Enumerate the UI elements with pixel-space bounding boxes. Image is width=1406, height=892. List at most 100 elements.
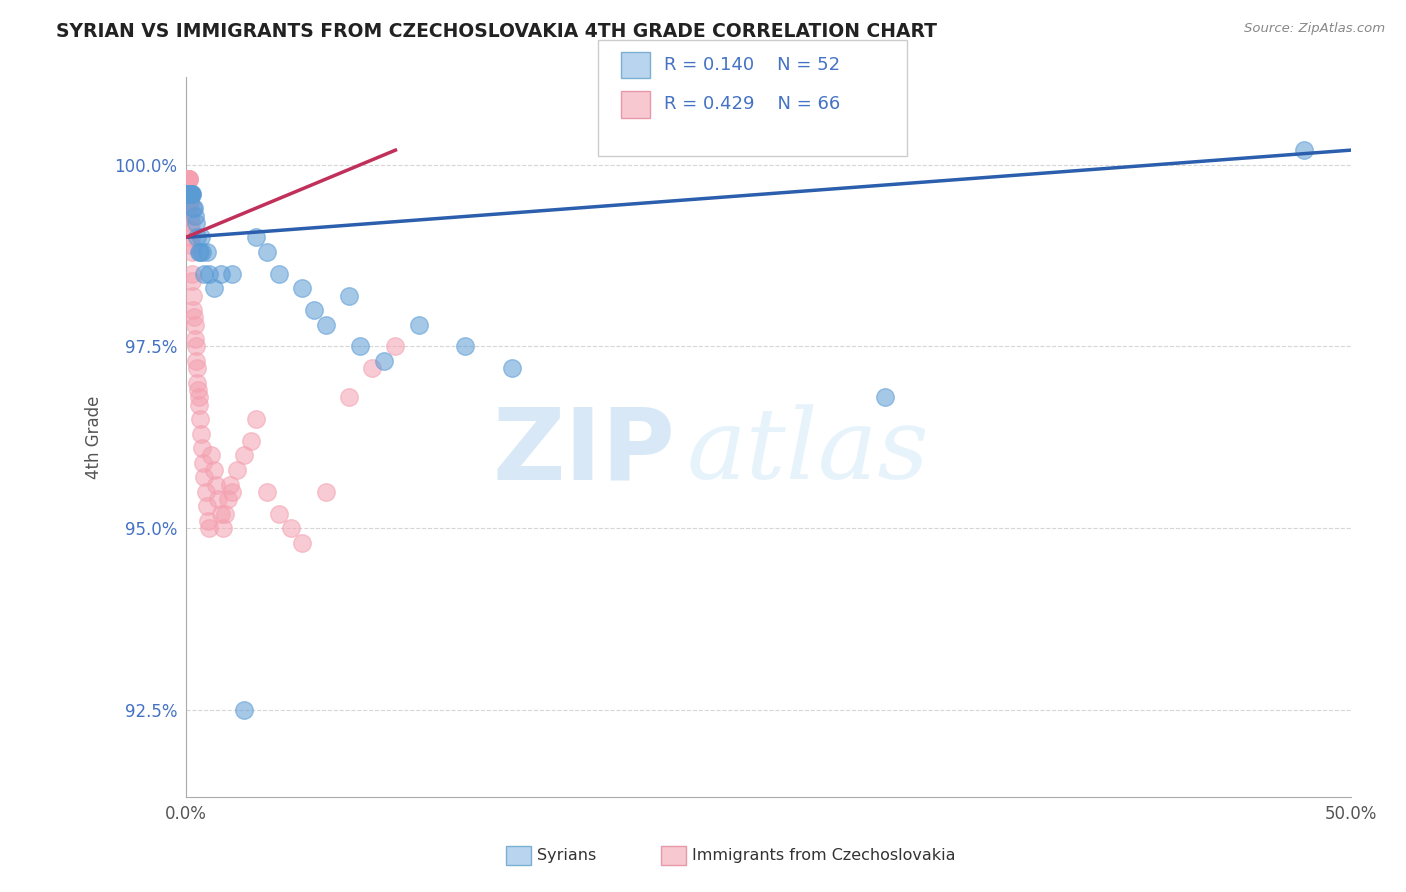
Point (197, 514, 219, 528)
Point (408, 318, 430, 332)
Point (256, 244, 278, 259)
Point (177, 186, 200, 201)
Point (180, 186, 202, 201)
Point (180, 216, 202, 230)
Point (186, 230, 208, 244)
Point (280, 521, 302, 535)
Point (205, 477, 228, 491)
Point (207, 492, 229, 507)
Point (256, 484, 278, 499)
Point (177, 172, 200, 186)
Point (191, 441, 214, 455)
Point (177, 172, 200, 186)
Point (501, 361, 523, 376)
Point (186, 361, 208, 376)
Point (315, 318, 337, 332)
Point (176, 186, 198, 201)
Point (180, 186, 202, 201)
Point (221, 267, 243, 281)
Point (179, 186, 201, 201)
Point (267, 267, 290, 281)
Point (245, 412, 267, 426)
Point (184, 339, 207, 353)
Point (198, 521, 221, 535)
Point (176, 186, 198, 201)
Point (184, 209, 207, 223)
Point (177, 172, 200, 186)
Point (209, 267, 232, 281)
Point (315, 484, 337, 499)
Point (181, 267, 204, 281)
Point (179, 186, 201, 201)
Point (187, 390, 209, 404)
Point (186, 354, 208, 368)
Text: R = 0.429    N = 66: R = 0.429 N = 66 (664, 95, 839, 113)
Point (1294, 143, 1316, 157)
Point (226, 463, 249, 477)
Point (176, 172, 198, 186)
Text: SYRIAN VS IMMIGRANTS FROM CZECHOSLOVAKIA 4TH GRADE CORRELATION CHART: SYRIAN VS IMMIGRANTS FROM CZECHOSLOVAKIA… (56, 22, 938, 41)
Point (190, 230, 212, 244)
Point (202, 463, 225, 477)
Point (188, 244, 211, 259)
Point (221, 484, 243, 499)
Point (186, 216, 208, 230)
Text: atlas: atlas (686, 404, 929, 500)
Point (176, 186, 198, 201)
Point (181, 186, 204, 201)
Point (176, 172, 198, 186)
Point (183, 310, 205, 325)
Text: Source: ZipAtlas.com: Source: ZipAtlas.com (1244, 22, 1385, 36)
Point (198, 267, 221, 281)
Point (191, 244, 214, 259)
Point (349, 339, 371, 353)
Point (176, 172, 198, 186)
Point (180, 186, 202, 201)
Text: Syrians: Syrians (537, 848, 596, 863)
Point (233, 703, 256, 717)
Point (179, 202, 201, 216)
Point (177, 172, 200, 186)
Point (193, 470, 215, 484)
Point (454, 339, 477, 353)
Point (240, 434, 263, 448)
Point (193, 456, 215, 470)
Point (183, 202, 205, 216)
Point (181, 303, 204, 318)
Point (177, 186, 200, 201)
Point (187, 383, 209, 397)
Point (337, 390, 360, 404)
Point (184, 332, 207, 346)
Y-axis label: 4th Grade: 4th Grade (86, 396, 103, 479)
Point (180, 237, 202, 252)
Point (195, 500, 218, 514)
Point (179, 186, 201, 201)
Point (194, 484, 217, 499)
Point (181, 202, 204, 216)
Point (180, 186, 202, 201)
Point (214, 507, 236, 521)
Point (361, 361, 384, 376)
Point (219, 477, 242, 491)
Point (291, 281, 314, 295)
Point (179, 186, 201, 201)
Point (180, 186, 202, 201)
Text: R = 0.140    N = 52: R = 0.140 N = 52 (664, 56, 839, 74)
Point (384, 339, 406, 353)
Point (177, 172, 200, 186)
Point (188, 412, 211, 426)
Point (180, 244, 202, 259)
Point (177, 186, 200, 201)
Point (302, 303, 325, 318)
Point (233, 449, 256, 463)
Point (209, 507, 232, 521)
Point (181, 288, 204, 302)
Point (179, 186, 201, 201)
Point (217, 492, 239, 507)
Point (291, 535, 314, 549)
Point (181, 274, 204, 288)
Point (179, 186, 201, 201)
Point (187, 244, 209, 259)
Point (373, 354, 395, 368)
Point (179, 186, 201, 201)
